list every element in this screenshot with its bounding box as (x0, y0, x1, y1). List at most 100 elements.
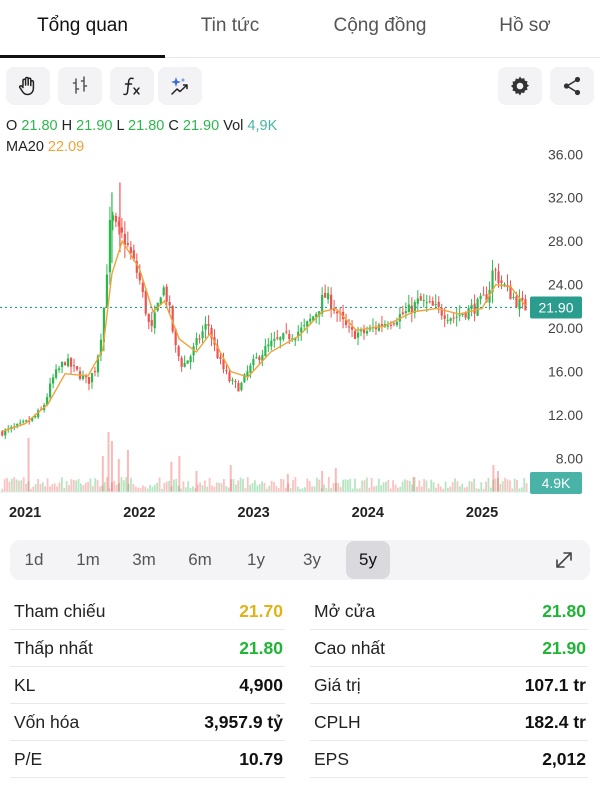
volume-bar (10, 479, 13, 492)
volume-bar (113, 480, 116, 492)
period-5y[interactable]: 5y (346, 541, 390, 579)
candle-body (407, 304, 410, 313)
volume-bar (218, 482, 221, 492)
volume-bar (508, 480, 511, 492)
open-label: O (6, 118, 18, 134)
period-1d[interactable]: 1d (24, 550, 44, 569)
last-price-badge (530, 296, 582, 319)
volume-bar (117, 459, 120, 492)
candle-body (395, 321, 398, 325)
stat-value: 21.80 (239, 638, 283, 658)
candle-body (386, 325, 390, 327)
candle-body (25, 420, 28, 422)
candle-body (309, 318, 312, 322)
settings-button[interactable] (498, 67, 542, 105)
volume-bar (473, 478, 476, 492)
volume-bar (439, 486, 442, 492)
candle-body (237, 383, 240, 392)
volume-bar (153, 484, 156, 492)
volume-bar (516, 480, 518, 492)
volume-bar (211, 485, 213, 492)
period-3y[interactable]: 3y (303, 550, 321, 569)
candle-body (377, 324, 381, 331)
volume-bar (501, 481, 504, 492)
candle-body (72, 365, 76, 367)
candle-body (75, 366, 79, 370)
volume-bar (382, 482, 385, 492)
candle-body (34, 415, 37, 418)
volume-bar (101, 456, 104, 492)
volume-bar (339, 486, 342, 492)
volume-bar (337, 483, 340, 492)
tab-news[interactable]: Tin tức (200, 15, 260, 36)
volume-bar (361, 480, 364, 492)
candle-body (117, 221, 120, 227)
candle-body (294, 338, 297, 341)
volume-bar (275, 485, 278, 492)
stat-value: 10.79 (239, 749, 283, 769)
y-tick-label: 16.00 (548, 364, 583, 380)
candle-body (249, 365, 252, 373)
volume-bar (118, 482, 120, 492)
volume-bar (8, 481, 11, 492)
volume-bar (413, 477, 416, 492)
volume-bar (294, 477, 297, 492)
y-tick-label: 12.00 (548, 407, 583, 423)
volume-bar (75, 480, 78, 492)
candle-body (350, 327, 354, 330)
volume-label: Vol (223, 118, 244, 134)
stat-label: Mở cửa (314, 601, 376, 621)
candle-body (219, 357, 222, 359)
expand-icon[interactable] (552, 548, 576, 572)
volume-bar (125, 477, 128, 492)
period-3m[interactable]: 3m (132, 550, 156, 569)
function-icon (123, 77, 140, 96)
candle-body (327, 293, 330, 300)
period-6m[interactable]: 6m (188, 550, 212, 569)
candle-body (494, 269, 497, 271)
candle-body (413, 302, 416, 313)
ma20-line (2, 239, 526, 432)
ma-readout: MA20 22.09 (6, 139, 84, 155)
volume-bar (385, 481, 387, 492)
volume-bar (442, 488, 445, 492)
candle-body (285, 331, 288, 333)
volume-bar (65, 480, 68, 492)
volume-bar (137, 487, 140, 492)
ai-analysis-button[interactable] (158, 67, 202, 105)
volume-bar (99, 486, 101, 492)
ohlc-readout: O 21.80 H 21.90 L 21.80 C 21.90 Vol 4,9K (6, 118, 277, 134)
volume-bar (213, 486, 216, 492)
volume-bar (401, 481, 404, 492)
tab-profile[interactable]: Hồ sơ (499, 15, 551, 36)
tab-overview[interactable]: Tổng quan (37, 15, 128, 36)
candle-body (255, 357, 258, 359)
price-chart[interactable]: 36.00 32.00 28.00 24.00 20.00 16.00 12.00 8.00 2… (0, 112, 600, 532)
candle-body (105, 274, 109, 307)
period-1m[interactable]: 1m (76, 550, 100, 569)
candle-body (171, 305, 174, 332)
volume-bar (27, 438, 30, 492)
candle-body (16, 423, 19, 426)
volume-bar (63, 487, 66, 492)
volume-bar (199, 482, 201, 492)
period-1y[interactable]: 1y (247, 550, 265, 569)
ai-sparkle-icon (171, 77, 188, 95)
volume-bar (120, 477, 123, 492)
candle-body (69, 358, 73, 367)
volume-bar (306, 478, 309, 492)
hand-tool-button[interactable] (6, 67, 50, 105)
candle-body (404, 311, 407, 314)
indicator-button[interactable] (110, 67, 154, 105)
share-button[interactable] (550, 67, 594, 105)
tab-community[interactable]: Cộng đồng (333, 15, 427, 36)
tab-bar: Tổng quan Tin tức Cộng đồng Hồ sơ (0, 0, 600, 58)
candle-type-button[interactable] (58, 67, 102, 105)
volume-bar (370, 478, 373, 492)
volume-bar (146, 488, 149, 492)
y-tick-label: 28.00 (548, 233, 583, 249)
candle-body (455, 316, 458, 318)
volume-bar (106, 477, 109, 492)
candle-body (258, 356, 261, 361)
volume-bar (158, 477, 161, 492)
